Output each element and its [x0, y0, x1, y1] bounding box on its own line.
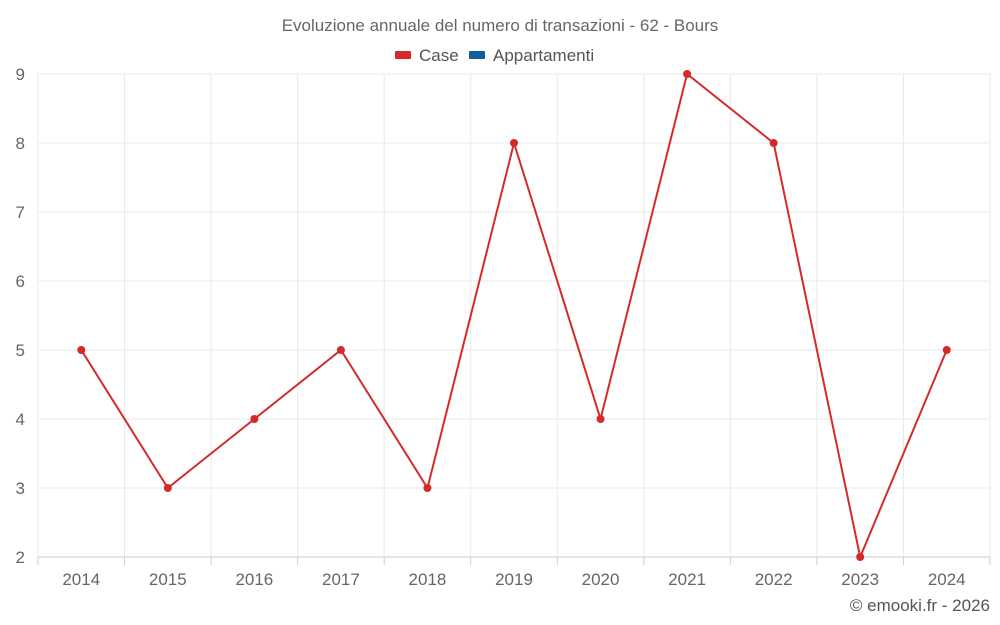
data-point-2021[interactable] [683, 70, 692, 78]
x-tick-label-2016: 2016 [235, 570, 273, 589]
x-axis: 2014 2015 2016 2017 2018 2019 2020 2021 2022 2023… [62, 570, 965, 589]
x-tick-label-2022: 2022 [755, 570, 793, 589]
y-tick-label-3: 3 [16, 479, 25, 498]
x-tick-label-2021: 2021 [668, 570, 706, 589]
data-point-2018[interactable] [423, 484, 432, 492]
legend-item-appartamenti[interactable]: Appartamenti [469, 46, 594, 65]
data-point-2017[interactable] [336, 346, 345, 354]
data-point-2014[interactable] [77, 346, 86, 354]
legend-label-appartamenti: Appartamenti [493, 46, 594, 65]
y-tick-label-8: 8 [16, 134, 25, 153]
credit-text: © emooki.fr - 2026 [850, 596, 990, 615]
data-point-2022[interactable] [769, 139, 778, 147]
y-tick-label-2: 2 [16, 548, 25, 567]
y-axis: 2 3 4 5 6 7 8 9 [16, 65, 25, 567]
x-tick-label-2024: 2024 [928, 570, 966, 589]
y-tick-label-7: 7 [16, 203, 25, 222]
legend-swatch-case [395, 51, 411, 59]
legend: Case Appartamenti [395, 46, 594, 65]
chart-title: Evoluzione annuale del numero di transaz… [282, 16, 719, 35]
y-tick-label-5: 5 [16, 341, 25, 360]
legend-swatch-appartamenti [469, 51, 485, 59]
x-tick-label-2019: 2019 [495, 570, 533, 589]
data-point-2015[interactable] [163, 484, 172, 492]
y-tick-label-9: 9 [16, 65, 25, 84]
data-point-2020[interactable] [596, 415, 605, 423]
x-tick-label-2018: 2018 [409, 570, 447, 589]
data-point-2019[interactable] [510, 139, 518, 147]
x-tick-label-2020: 2020 [582, 570, 620, 589]
data-point-2024[interactable] [942, 346, 951, 354]
legend-item-case[interactable]: Case [395, 46, 459, 65]
y-tick-label-4: 4 [16, 410, 25, 429]
series-case [77, 70, 951, 561]
x-tick-label-2023: 2023 [841, 570, 879, 589]
x-tick-label-2015: 2015 [149, 570, 187, 589]
data-point-2023[interactable] [856, 553, 865, 561]
x-tick-label-2014: 2014 [62, 570, 100, 589]
y-tick-label-6: 6 [16, 272, 25, 291]
legend-label-case: Case [419, 46, 459, 65]
x-tick-label-2017: 2017 [322, 570, 360, 589]
data-point-2016[interactable] [250, 415, 259, 423]
